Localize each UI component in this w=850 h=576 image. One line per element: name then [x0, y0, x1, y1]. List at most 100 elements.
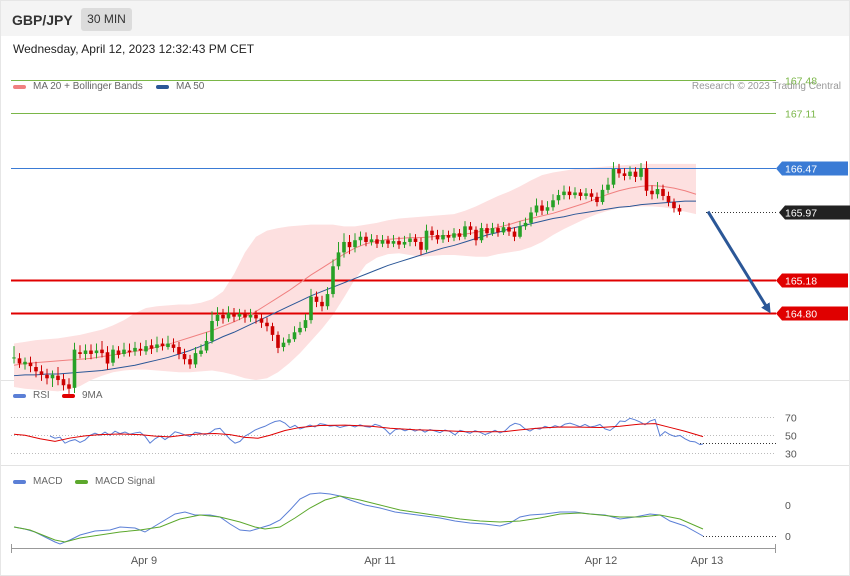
candle-body [281, 342, 286, 348]
candle-body [226, 313, 231, 319]
candle-body [248, 314, 253, 318]
rsi-level-label: 30 [785, 449, 797, 461]
level-label: 165.97 [785, 208, 817, 220]
candle-body [468, 226, 473, 230]
candle-body [56, 375, 60, 381]
candle-body [204, 340, 209, 351]
macd-signal-line [13, 495, 704, 543]
legend-ma50: MA 50 [156, 81, 204, 92]
candle-body [463, 226, 467, 237]
level-label: 164.80 [785, 309, 817, 321]
candle-body [105, 352, 110, 364]
level-label: 166.47 [785, 164, 817, 176]
candle-body [457, 233, 462, 237]
candle-body [573, 192, 577, 196]
candle-body [364, 236, 368, 242]
ma20-swatch [13, 84, 26, 89]
legend-macd-label: MACD [33, 476, 63, 487]
candle-body [144, 346, 148, 352]
candle-body [578, 192, 583, 196]
candle-body [666, 195, 671, 203]
candle-body [567, 191, 572, 196]
legend-ma20: MA 20 + Bollinger Bands [13, 81, 143, 92]
candle-body [534, 205, 539, 213]
candle-body [210, 320, 214, 341]
candle-body [402, 241, 407, 245]
candle-body [50, 374, 55, 379]
candle-body [122, 349, 126, 354]
level-label: 167.11 [785, 109, 816, 121]
candle-body [523, 222, 528, 227]
legend-macd-signal: MACD Signal [75, 476, 155, 487]
candle-body [45, 374, 49, 379]
candle-body [430, 230, 434, 236]
support-tag [776, 273, 848, 288]
x-axis-label: Apr 11 [364, 555, 396, 567]
candle-body [193, 353, 198, 365]
candle-body [342, 241, 346, 253]
ma50-swatch [156, 84, 169, 89]
candle-body [386, 240, 390, 244]
legend-ma20-label: MA 20 + Bollinger Bands [33, 81, 143, 92]
candle-body [221, 314, 225, 319]
candle-body [116, 350, 121, 355]
candle-body [166, 343, 170, 348]
timeframe-badge[interactable]: 30 MIN [81, 8, 132, 31]
support-tag [776, 306, 848, 321]
candle-body [34, 367, 38, 372]
candle-body [259, 318, 264, 323]
macd-line [13, 492, 704, 545]
candle-body [606, 184, 610, 190]
candle-body [83, 350, 88, 354]
macd-signal-swatch [75, 479, 88, 484]
level-label: 165.18 [785, 276, 817, 288]
candle-body [89, 350, 93, 354]
candle-body [452, 233, 456, 238]
candle-body [17, 358, 22, 364]
macd-level-label: 0 [785, 531, 791, 543]
candle-body [622, 173, 627, 176]
candle-body [177, 347, 181, 354]
candle-body [292, 332, 297, 340]
candle-body [556, 195, 561, 201]
rsi-level-label: 70 [785, 413, 797, 425]
candle-body [375, 239, 379, 244]
candle-body [391, 241, 396, 244]
copyright-label: Research © 2023 Trading Central [691, 81, 841, 92]
legend-ma50-label: MA 50 [176, 81, 205, 92]
candle-body [199, 350, 203, 354]
bollinger-band [14, 163, 696, 392]
candle-body [265, 322, 269, 327]
candle-body [303, 320, 308, 328]
candle-body [661, 189, 665, 196]
legend-rsi-ma: 9MA [62, 390, 103, 401]
candle-body [496, 228, 500, 233]
candle-body [358, 236, 363, 241]
candle-body [479, 228, 484, 241]
legend-macd: MACD [13, 476, 62, 487]
candle-body [325, 294, 330, 307]
candle-body [320, 301, 324, 307]
candle-body [39, 371, 44, 375]
candle-body [270, 326, 275, 335]
candle-body [639, 168, 643, 177]
candle-body [78, 352, 82, 354]
candle-body [254, 314, 258, 319]
candle-body [171, 344, 176, 348]
candle-body [595, 196, 599, 203]
candle-body [237, 314, 242, 317]
candle-body [111, 349, 115, 363]
candle-body [188, 359, 192, 365]
candle-body [424, 230, 429, 250]
candle-body [94, 350, 99, 354]
candle-body [276, 334, 280, 348]
candle-body [545, 207, 550, 211]
candle-body [182, 353, 187, 360]
candle-body [435, 235, 440, 240]
candle-body [490, 228, 495, 234]
datetime-label: Wednesday, April 12, 2023 12:32:43 PM CE… [13, 42, 255, 56]
candle-body [12, 357, 16, 359]
candle-body [331, 266, 335, 295]
candle-body [600, 189, 605, 203]
candle-body [287, 339, 291, 343]
